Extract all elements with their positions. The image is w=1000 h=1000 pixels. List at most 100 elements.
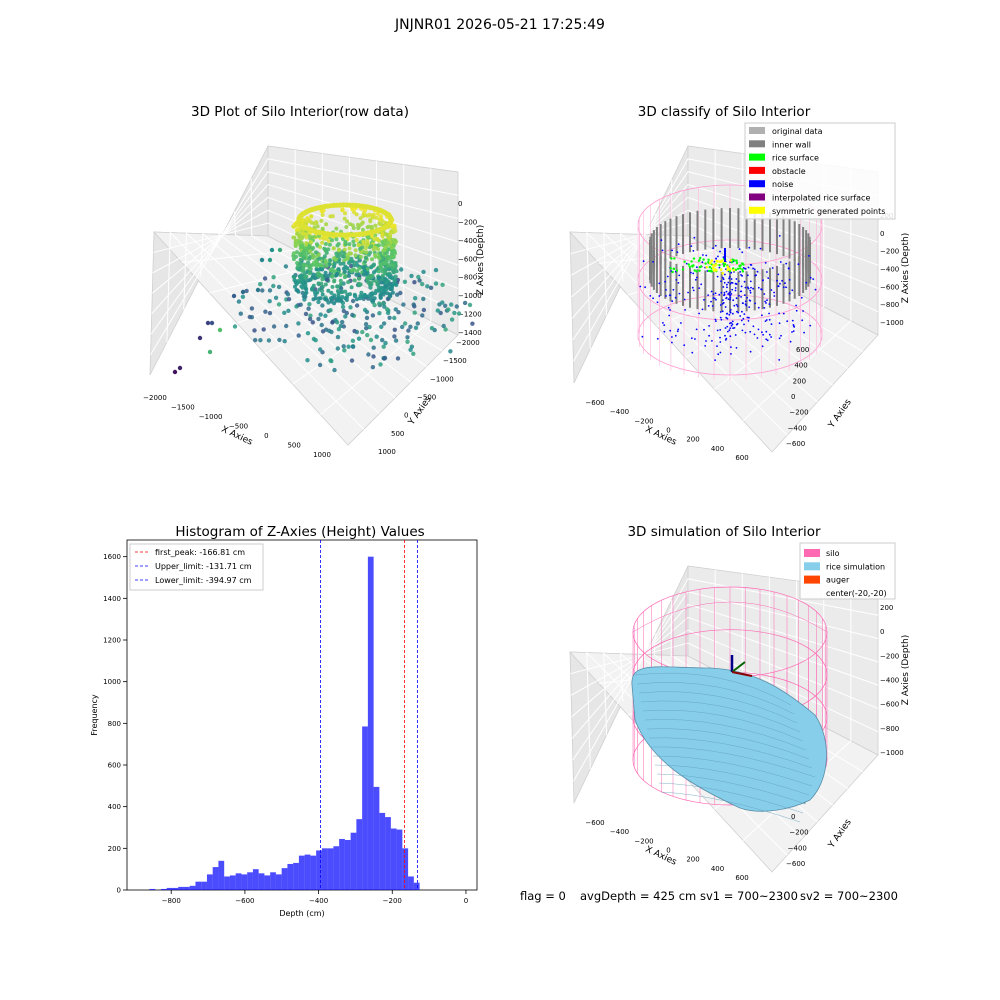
raw-point [347, 246, 352, 251]
raw-grid-z [151, 184, 459, 315]
histogram-y-tick-label: 200 [108, 845, 121, 853]
sim-x-tick-label: −600 [585, 819, 604, 827]
cls-noise-point [741, 251, 744, 254]
histogram-bar [344, 840, 351, 890]
histogram-bar [413, 882, 420, 890]
raw-point [369, 224, 374, 229]
raw-point [360, 227, 365, 232]
raw-point [309, 263, 314, 268]
raw-point [386, 240, 391, 245]
raw-point [401, 302, 406, 307]
raw-point [405, 335, 410, 340]
cls-rice-point [702, 258, 705, 261]
raw-point [356, 281, 361, 286]
histogram-legend-label: Upper_limit: -131.71 cm [155, 562, 252, 571]
raw-point [340, 304, 346, 310]
cls-noise-point [729, 335, 732, 338]
cls-noise-point [730, 346, 732, 348]
sim-rice-mesh [642, 709, 804, 742]
histogram-bar [264, 875, 271, 890]
raw-point [373, 223, 378, 228]
raw-point [421, 296, 426, 302]
raw-grid-x [166, 231, 365, 430]
raw-y-tick-label: −1000 [430, 375, 454, 383]
cls-rice-point [710, 270, 713, 273]
raw-point [332, 261, 337, 266]
cls-noise-point [678, 274, 681, 277]
raw-point [258, 338, 263, 343]
cls-rice-point [718, 264, 721, 267]
cls-noise-point [729, 294, 732, 297]
raw-y-tick-label: −500 [417, 394, 436, 402]
cls-rice-point [673, 257, 676, 260]
raw-point [343, 289, 348, 294]
cls-noise-point [719, 341, 722, 343]
raw-point [267, 288, 273, 293]
raw-point [364, 315, 370, 321]
cls-noise-point [677, 328, 680, 331]
cls-z-tick-label: 0 [880, 230, 884, 238]
cls-noise-point [652, 261, 654, 263]
raw-point [333, 318, 338, 323]
sim-rice-mesh [652, 755, 813, 787]
cls-noise-point [725, 316, 728, 319]
raw-point [379, 324, 384, 329]
raw-point [402, 279, 408, 284]
raw-grid-x [233, 211, 427, 367]
cls-noise-point [779, 282, 781, 285]
raw-point [386, 267, 391, 272]
cls-noise-point [803, 331, 805, 334]
cls-noise-point [719, 316, 722, 319]
raw-point [318, 296, 323, 301]
raw-point [357, 276, 362, 281]
cls-noise-point [752, 267, 754, 270]
cls-legend-swatch [749, 166, 765, 174]
raw-point [364, 326, 369, 331]
raw-grid-x [183, 232, 380, 414]
cls-noise-point [719, 250, 721, 253]
cls-noise-point [711, 305, 714, 307]
cls-symmetric-point [709, 261, 712, 265]
raw-point [386, 256, 391, 261]
cls-noise-point [748, 306, 751, 308]
raw-point [334, 226, 339, 231]
raw-point [433, 281, 439, 286]
cls-noise-point [724, 334, 726, 337]
raw-point-outlier [269, 247, 275, 253]
raw-point [368, 219, 373, 224]
sim-grid-z [572, 578, 879, 782]
cls-noise-point [788, 292, 791, 295]
cls-grid-x [603, 231, 803, 419]
cls-noise-point [749, 330, 752, 333]
cls-noise-point [726, 325, 729, 328]
cls-rice-point [723, 262, 726, 266]
raw-point [298, 261, 302, 266]
raw-point [330, 284, 335, 289]
cls-noise-point [674, 296, 677, 299]
raw-grid-z [150, 158, 459, 355]
raw-point [351, 239, 356, 244]
cls-rice-point [670, 257, 673, 260]
cls-noise-point [680, 322, 682, 324]
raw-point [462, 300, 468, 306]
histogram-y-tick-label: 400 [108, 803, 121, 811]
raw-point [392, 278, 397, 283]
raw-point [349, 285, 354, 290]
raw-point [309, 214, 314, 219]
cls-noise-point [667, 306, 670, 309]
cls-noise-point [740, 296, 742, 298]
raw-point [271, 275, 276, 280]
sim-x-tick-label: 600 [735, 874, 748, 882]
raw-point [298, 274, 303, 279]
raw-point [433, 267, 439, 273]
cls-noise-point [731, 323, 734, 326]
raw-point [307, 316, 313, 322]
raw-point [328, 258, 333, 263]
raw-point [391, 238, 396, 242]
raw-point [365, 213, 370, 218]
raw-point [240, 294, 246, 299]
raw-point [380, 273, 385, 278]
raw-point [345, 292, 350, 297]
cls-noise-point [768, 318, 771, 321]
